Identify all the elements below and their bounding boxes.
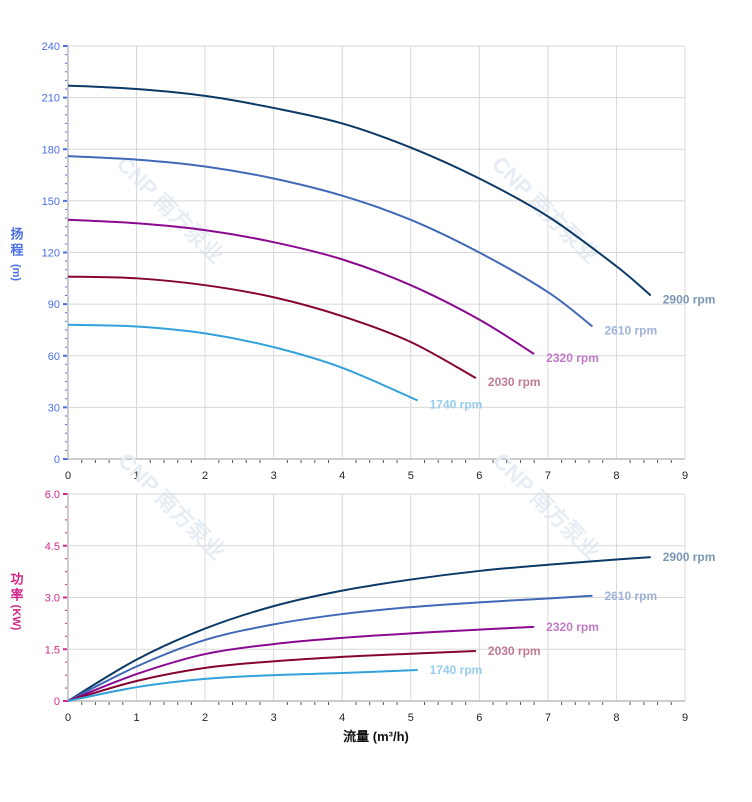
y-tick-label: 1.5 [45,644,60,656]
series-label: 2900 rpm [663,293,716,307]
x-tick-label: 3 [271,470,277,482]
series-label: 2900 rpm [663,550,716,564]
y-axis-label: 功 [10,572,23,587]
series-label: 2610 rpm [604,589,657,603]
y-tick-label: 90 [48,299,60,311]
series-line-2610-rpm [67,594,593,702]
y-tick-label: 0 [54,696,60,708]
x-tick-label: 3 [271,712,277,724]
y-tick-label: 120 [42,248,60,260]
y-axis-unit: (KW) [10,605,22,631]
series-label: 2610 rpm [604,323,657,337]
x-tick-label: 0 [65,712,71,724]
series-line-2900-rpm [67,556,651,702]
watermark: CNP 南方泵业 [488,448,605,565]
power-chart: CNP 南方泵业 CNP 南方泵业 0 1 2 3 4 5 6 7 8 9 0 1.5 3.0 4.5 6.0 功… [10,448,715,744]
x-tick-label: 4 [339,712,345,724]
series-line-2320-rpm [67,625,535,702]
watermark: CNP 南方泵业 [112,151,229,268]
watermark: CNP 南方泵业 [113,448,230,565]
series-label: 2320 rpm [546,351,599,365]
series-label: 2030 rpm [488,644,541,658]
y-axis-unit: (m) [10,264,22,281]
series-line-2030-rpm [67,649,476,702]
y-tick-label: 150 [42,196,60,208]
x-tick-label: 7 [545,470,551,482]
series-line-1740-rpm [67,668,418,702]
y-tick-label: 240 [42,41,60,53]
x-tick-label: 9 [682,712,688,724]
series-line-2030-rpm [67,275,477,379]
x-tick-label: 5 [408,712,414,724]
y-tick-label: 180 [42,144,60,156]
y-tick-label: 0 [54,454,60,466]
x-tick-label: 8 [613,712,619,724]
x-tick-label: 5 [408,470,414,482]
x-tick-label: 2 [202,470,208,482]
series-line-2610-rpm [67,155,594,328]
y-tick-label: 30 [48,402,60,414]
y-axis-label: 率 [10,588,23,603]
x-tick-label: 1 [133,470,139,482]
x-tick-label: 2 [202,712,208,724]
y-tick-label: 3.0 [45,593,60,605]
series-line-1740-rpm [67,323,419,402]
series-label: 1740 rpm [430,397,483,411]
watermark: CNP 南方泵业 [487,151,604,268]
x-tick-label: 9 [682,470,688,482]
x-tick-label: 8 [613,470,619,482]
y-axis-label: 扬 [10,227,23,242]
y-tick-label: 4.5 [45,541,60,553]
series-line-2320-rpm [67,218,535,355]
x-tick-label: 0 [65,470,71,482]
series-line-2900-rpm [67,84,652,297]
x-tick-label: 7 [545,712,551,724]
x-tick-label: 6 [476,470,482,482]
x-axis-label: 流量 (m³/h) [343,729,409,744]
y-tick-label: 210 [42,93,60,105]
y-tick-label: 6.0 [45,489,60,501]
y-axis-label: 程 [10,243,23,258]
series-label: 1740 rpm [430,663,483,677]
x-tick-label: 1 [133,712,139,724]
series-label: 2320 rpm [546,620,599,634]
x-tick-label: 6 [476,712,482,724]
series-label: 2030 rpm [488,375,541,389]
y-tick-label: 60 [48,351,60,363]
x-tick-label: 4 [339,470,345,482]
